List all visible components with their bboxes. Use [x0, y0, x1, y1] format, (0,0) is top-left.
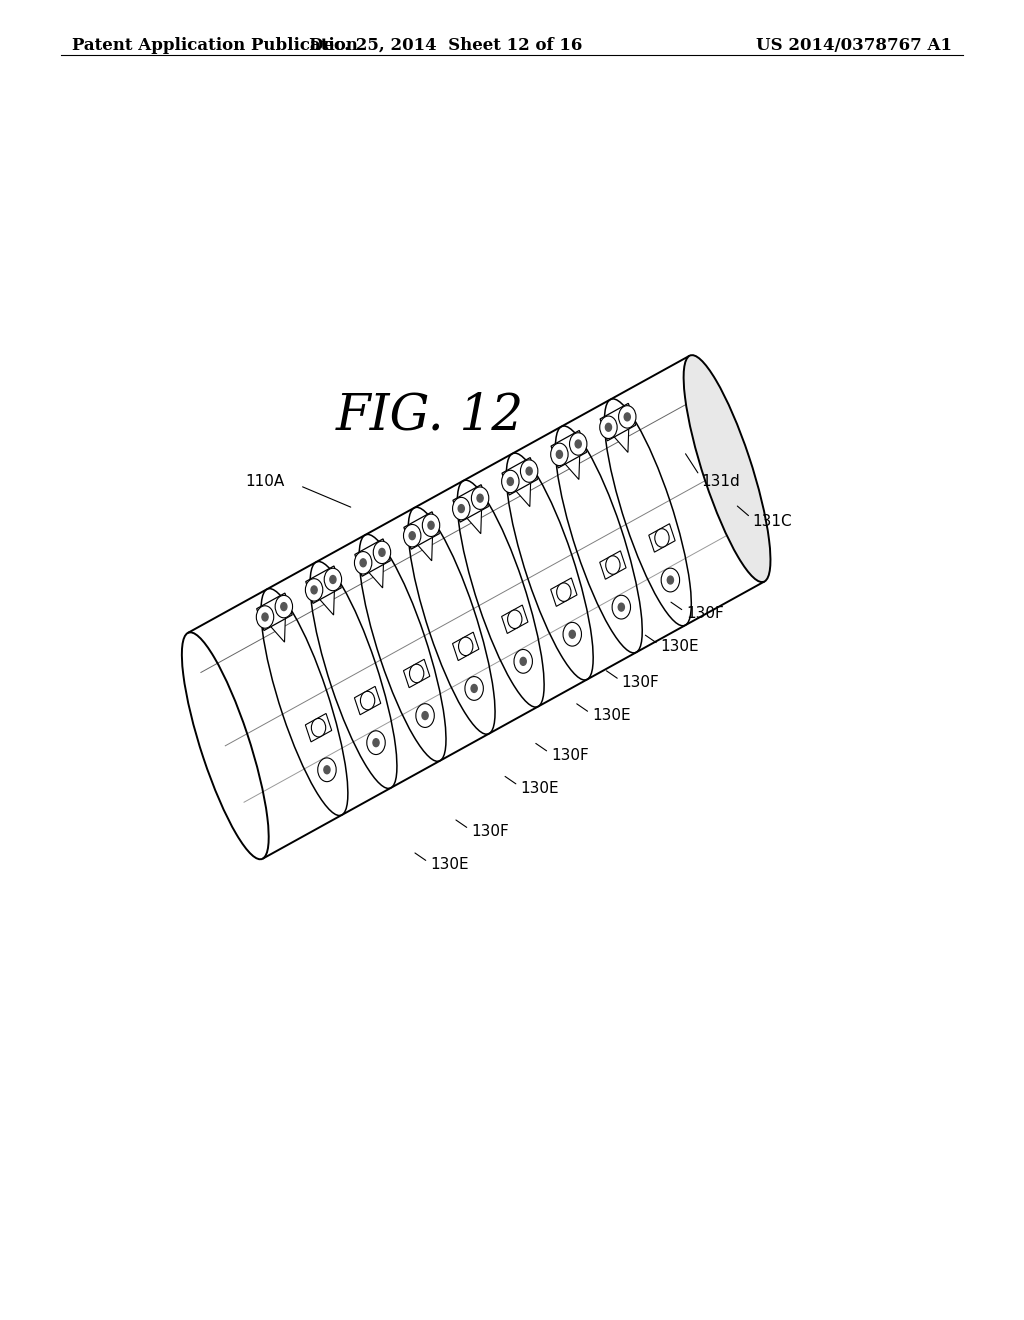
- Circle shape: [502, 470, 519, 492]
- Circle shape: [374, 541, 391, 564]
- Polygon shape: [551, 430, 587, 467]
- Circle shape: [520, 459, 538, 482]
- Polygon shape: [509, 470, 531, 507]
- Polygon shape: [460, 498, 482, 533]
- Ellipse shape: [182, 632, 268, 859]
- Circle shape: [569, 433, 587, 455]
- Circle shape: [551, 444, 568, 466]
- Polygon shape: [453, 632, 479, 660]
- Circle shape: [458, 504, 464, 512]
- Circle shape: [465, 677, 483, 701]
- Circle shape: [508, 610, 522, 628]
- Circle shape: [575, 440, 582, 447]
- Polygon shape: [312, 578, 335, 615]
- Circle shape: [428, 521, 434, 529]
- Circle shape: [325, 569, 342, 591]
- Circle shape: [354, 552, 372, 574]
- Polygon shape: [263, 606, 286, 642]
- Circle shape: [471, 685, 477, 693]
- Circle shape: [262, 612, 268, 620]
- Polygon shape: [551, 578, 577, 606]
- Circle shape: [507, 478, 513, 486]
- Text: Patent Application Publication: Patent Application Publication: [72, 37, 357, 54]
- Polygon shape: [305, 714, 332, 742]
- Text: 130F: 130F: [471, 824, 509, 840]
- Text: FIG. 12: FIG. 12: [336, 391, 524, 441]
- Circle shape: [416, 704, 434, 727]
- Circle shape: [668, 576, 674, 583]
- Circle shape: [471, 487, 488, 510]
- Circle shape: [324, 766, 330, 774]
- Text: 130E: 130E: [520, 780, 559, 796]
- Circle shape: [557, 583, 571, 602]
- Text: 130F: 130F: [686, 606, 724, 622]
- Circle shape: [514, 649, 532, 673]
- Circle shape: [625, 413, 631, 421]
- Circle shape: [317, 758, 336, 781]
- Circle shape: [422, 711, 428, 719]
- Circle shape: [422, 513, 439, 536]
- Circle shape: [360, 692, 375, 710]
- Polygon shape: [403, 512, 439, 549]
- Circle shape: [654, 529, 669, 548]
- Circle shape: [453, 498, 470, 520]
- Circle shape: [459, 638, 473, 656]
- Circle shape: [526, 467, 532, 475]
- Text: Dec. 25, 2014  Sheet 12 of 16: Dec. 25, 2014 Sheet 12 of 16: [309, 37, 582, 54]
- Circle shape: [600, 416, 617, 438]
- Circle shape: [311, 586, 317, 594]
- Circle shape: [403, 524, 421, 546]
- Circle shape: [569, 630, 575, 638]
- Polygon shape: [411, 524, 433, 561]
- Circle shape: [367, 731, 385, 755]
- Polygon shape: [306, 566, 341, 603]
- Circle shape: [330, 576, 336, 583]
- Circle shape: [556, 450, 562, 458]
- Circle shape: [662, 568, 680, 591]
- Circle shape: [379, 548, 385, 556]
- Polygon shape: [557, 444, 580, 479]
- Polygon shape: [187, 356, 765, 858]
- Circle shape: [305, 578, 323, 601]
- Circle shape: [256, 606, 273, 628]
- Text: 130E: 130E: [592, 708, 631, 723]
- Text: 110A: 110A: [246, 474, 285, 490]
- Text: 130F: 130F: [551, 747, 589, 763]
- Circle shape: [612, 595, 631, 619]
- Polygon shape: [403, 659, 430, 688]
- Text: 130E: 130E: [430, 857, 469, 873]
- Circle shape: [360, 558, 367, 566]
- Circle shape: [410, 532, 416, 540]
- Text: US 2014/0378767 A1: US 2014/0378767 A1: [757, 37, 952, 54]
- Polygon shape: [600, 550, 626, 579]
- Polygon shape: [502, 605, 528, 634]
- Ellipse shape: [684, 355, 770, 582]
- Text: 131C: 131C: [753, 513, 793, 529]
- Circle shape: [281, 603, 287, 611]
- Circle shape: [520, 657, 526, 665]
- Circle shape: [311, 718, 326, 737]
- Circle shape: [606, 556, 621, 574]
- Polygon shape: [600, 404, 636, 441]
- Text: 130E: 130E: [660, 639, 699, 655]
- Circle shape: [618, 405, 636, 428]
- Polygon shape: [606, 416, 629, 453]
- Polygon shape: [361, 552, 384, 587]
- Polygon shape: [354, 686, 381, 715]
- Polygon shape: [649, 524, 675, 552]
- Polygon shape: [502, 458, 538, 495]
- Circle shape: [275, 595, 293, 618]
- Circle shape: [410, 664, 424, 682]
- Text: 131d: 131d: [701, 474, 740, 490]
- Polygon shape: [354, 539, 390, 577]
- Circle shape: [477, 494, 483, 502]
- Circle shape: [563, 622, 582, 645]
- Text: 130F: 130F: [622, 675, 659, 690]
- Circle shape: [618, 603, 625, 611]
- Circle shape: [373, 739, 379, 747]
- Circle shape: [605, 424, 611, 432]
- Polygon shape: [257, 593, 292, 631]
- Polygon shape: [453, 484, 488, 523]
